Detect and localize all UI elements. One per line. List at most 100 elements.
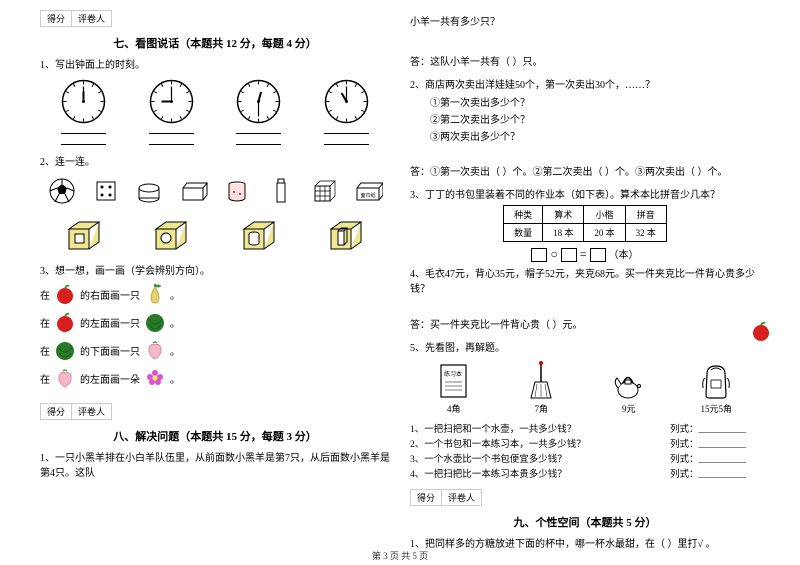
- item-price: 15元5角: [699, 402, 734, 415]
- bottle-icon: [266, 176, 296, 206]
- table-row: 数量 18 本 20 本 32 本: [504, 224, 667, 242]
- score-label-9: 得分: [411, 490, 442, 505]
- grader-label: 评卷人: [72, 11, 111, 26]
- q8-1-cont: 小羊一共有多少只？: [410, 13, 760, 28]
- calc-q: 1、一把扫把和一个水壶，一共多少钱？: [410, 421, 670, 435]
- q7-1: 1、写出钟面上的时刻。: [40, 56, 390, 71]
- clock-icon: [61, 79, 106, 124]
- text-period-b: 。: [170, 315, 180, 330]
- svg-text:面巾纸: 面巾纸: [361, 192, 376, 199]
- calc-a: 列式：__________: [670, 421, 760, 435]
- item-price: 9元: [611, 402, 646, 415]
- broom-icon: [524, 360, 559, 400]
- fruit-row-d: 在 的左面画一朵 。: [40, 367, 390, 389]
- jar-icon: [222, 176, 252, 206]
- bag-icon: [699, 360, 734, 400]
- grader-label-8: 评卷人: [72, 404, 111, 419]
- text-pre-c: 在: [40, 343, 50, 358]
- text-mid-a: 的右面画一只: [80, 287, 140, 302]
- table-header: 种类: [504, 206, 543, 224]
- clock-item: [61, 79, 106, 145]
- q8-2-opt1: ①第一次卖出多少个？: [430, 94, 760, 109]
- left-column: 得分 评卷人 七、看图说话（本题共 12 分，每题 4 分） 1、写出钟面上的时…: [30, 10, 400, 545]
- calc-row: 4、一把扫把比一本练习本贵多少钱？列式：__________: [410, 466, 760, 480]
- icons-top-row: 面巾纸: [40, 176, 390, 206]
- section-8-title: 八、解决问题（本题共 15 分，每题 3 分）: [40, 428, 390, 444]
- q9-1: 1、把同样多的方糖放进下面的杯中，哪一杯水最甜，在（ ）里打√ 。: [410, 535, 760, 550]
- flower-icon: [144, 367, 166, 389]
- a8-2: 答：①第一次卖出（ ）个。②第二次卖出（ ）个。③两次卖出（ ）个。: [410, 163, 760, 178]
- table-cell: 18 本: [543, 224, 584, 242]
- clock-icon: [236, 79, 281, 124]
- items-row: 练习本 4角 7角 9元 15元5角: [410, 360, 760, 415]
- item-notebook: 练习本 4角: [436, 360, 471, 415]
- q8-2-opt3: ③两次卖出多少个？: [430, 128, 760, 143]
- text-mid-d: 的左面画一朵: [80, 371, 140, 386]
- clock-item: [236, 79, 281, 145]
- q7-2: 2、连一连。: [40, 153, 390, 168]
- clocks-row: [40, 79, 390, 145]
- q8-3: 3、丁丁的书包里装着不同的作业本（如下表）。算术本比拼音少几本？: [410, 186, 760, 201]
- cube-in-box-icon: [64, 214, 104, 254]
- text-period-a: 。: [170, 287, 180, 302]
- workbook-table: 种类 算术 小楷 拼音 数量 18 本 20 本 32 本: [503, 205, 667, 242]
- table-header: 算术: [543, 206, 584, 224]
- clock-item: [149, 79, 194, 145]
- soccer-icon: [47, 176, 77, 206]
- eq-unit: （本）: [609, 250, 639, 261]
- item-kettle: 9元: [611, 360, 646, 415]
- calc-a: 列式：__________: [670, 451, 760, 465]
- text-pre-d: 在: [40, 371, 50, 386]
- kettle-icon: [611, 360, 646, 400]
- calc-row: 3、一个水壶比一个书包便宜多少钱？列式：__________: [410, 451, 760, 465]
- table-cell: 数量: [504, 224, 543, 242]
- q8-2-opt2: ②第二次卖出多少个？: [430, 111, 760, 126]
- dice-icon: [91, 176, 121, 206]
- right-column: 小羊一共有多少只？ 答：这队小羊一共有（ ）只。 2、商店两次卖出洋娃娃50个，…: [400, 10, 770, 545]
- apple-icon-2: [54, 311, 76, 333]
- text-pre-b: 在: [40, 315, 50, 330]
- clock-icon: [149, 79, 194, 124]
- page-number: 第 3 页 共 5 页: [0, 549, 800, 562]
- calc-row: 1、一把扫把和一个水壶，一共多少钱？列式：__________: [410, 421, 760, 435]
- a8-4: 答：买一件夹克比一件背心贵（ ）元。: [410, 316, 760, 331]
- clock-icon: [324, 79, 369, 124]
- a8-1: 答：这队小羊一共有（ ）只。: [410, 53, 760, 68]
- fruit-row-c: 在 的下面画一只 。: [40, 339, 390, 361]
- table-row: 种类 算术 小楷 拼音: [504, 206, 667, 224]
- tissue-icon: 面巾纸: [353, 176, 383, 206]
- table-cell: 20 本: [584, 224, 625, 242]
- text-period-c: 。: [170, 343, 180, 358]
- cuboid-in-box-icon: [326, 214, 366, 254]
- calc-q: 2、一个书包和一本练习本，一共多少钱？: [410, 436, 670, 450]
- q8-2: 2、商店两次卖出洋娃娃50个，第一次卖出30个，……？: [410, 76, 760, 91]
- table-header: 拼音: [625, 206, 666, 224]
- cylinder-in-box-icon: [239, 214, 279, 254]
- section-7-title: 七、看图说话（本题共 12 分，每题 4 分）: [40, 35, 390, 51]
- section-9-title: 九、个性空间（本题共 5 分）: [410, 514, 760, 530]
- calc-q: 4、一把扫把比一本练习本贵多少钱？: [410, 466, 670, 480]
- pear-icon: [144, 283, 166, 305]
- rubik-icon: [309, 176, 339, 206]
- clock-item: [324, 79, 369, 145]
- q8-5: 5、先看图，再解题。: [410, 339, 760, 354]
- apple-icon-floating: [750, 320, 772, 342]
- grader-label-9: 评卷人: [442, 490, 481, 505]
- fruit-row-a: 在 的右面画一只 。: [40, 283, 390, 305]
- svg-text:练习本: 练习本: [444, 370, 462, 378]
- sphere-in-box-icon: [151, 214, 191, 254]
- item-price: 7角: [524, 402, 559, 415]
- box-icon: [178, 176, 208, 206]
- score-label: 得分: [41, 11, 72, 26]
- boxes-bottom-row: [40, 214, 390, 254]
- calc-a: 列式：__________: [670, 436, 760, 450]
- equation-boxes: ○ = （本）: [410, 246, 760, 262]
- calc-a: 列式：__________: [670, 466, 760, 480]
- item-price: 4角: [436, 402, 471, 415]
- peach-icon-2: [54, 367, 76, 389]
- table-header: 小楷: [584, 206, 625, 224]
- watermelon-icon: [144, 311, 166, 333]
- text-mid-b: 的左面画一只: [80, 315, 140, 330]
- item-bag: 15元5角: [699, 360, 734, 415]
- q7-3: 3、想一想，画一画（学会辨别方向）。: [40, 262, 390, 277]
